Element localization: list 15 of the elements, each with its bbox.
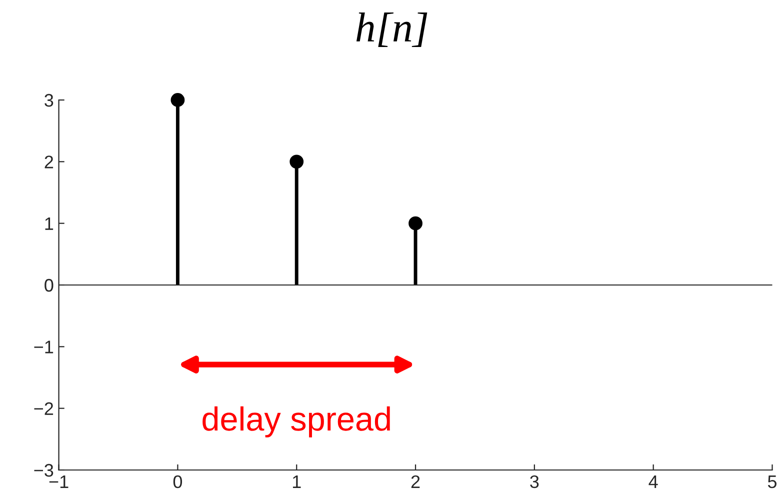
x-tick-label: 2 xyxy=(411,475,420,488)
y-tick-label: −2 xyxy=(34,402,54,415)
y-tick-label: 2 xyxy=(44,156,54,168)
x-tick-label: 0 xyxy=(173,475,182,488)
annotation: delay spread xyxy=(202,406,390,438)
y-tick-label: −3 xyxy=(34,464,54,477)
x-tick-label: 4 xyxy=(648,476,658,488)
x-tick-label: 3 xyxy=(530,475,539,488)
chart-title: h[n] xyxy=(356,12,428,47)
y-tick-label: 0 xyxy=(44,278,54,292)
y-tick-label: 3 xyxy=(44,94,54,107)
x-tick-label: 5 xyxy=(768,476,777,488)
y-tick-label: 1 xyxy=(45,217,54,230)
y-tick-label: −1 xyxy=(34,340,54,354)
x-tick-label: 1 xyxy=(292,476,301,488)
